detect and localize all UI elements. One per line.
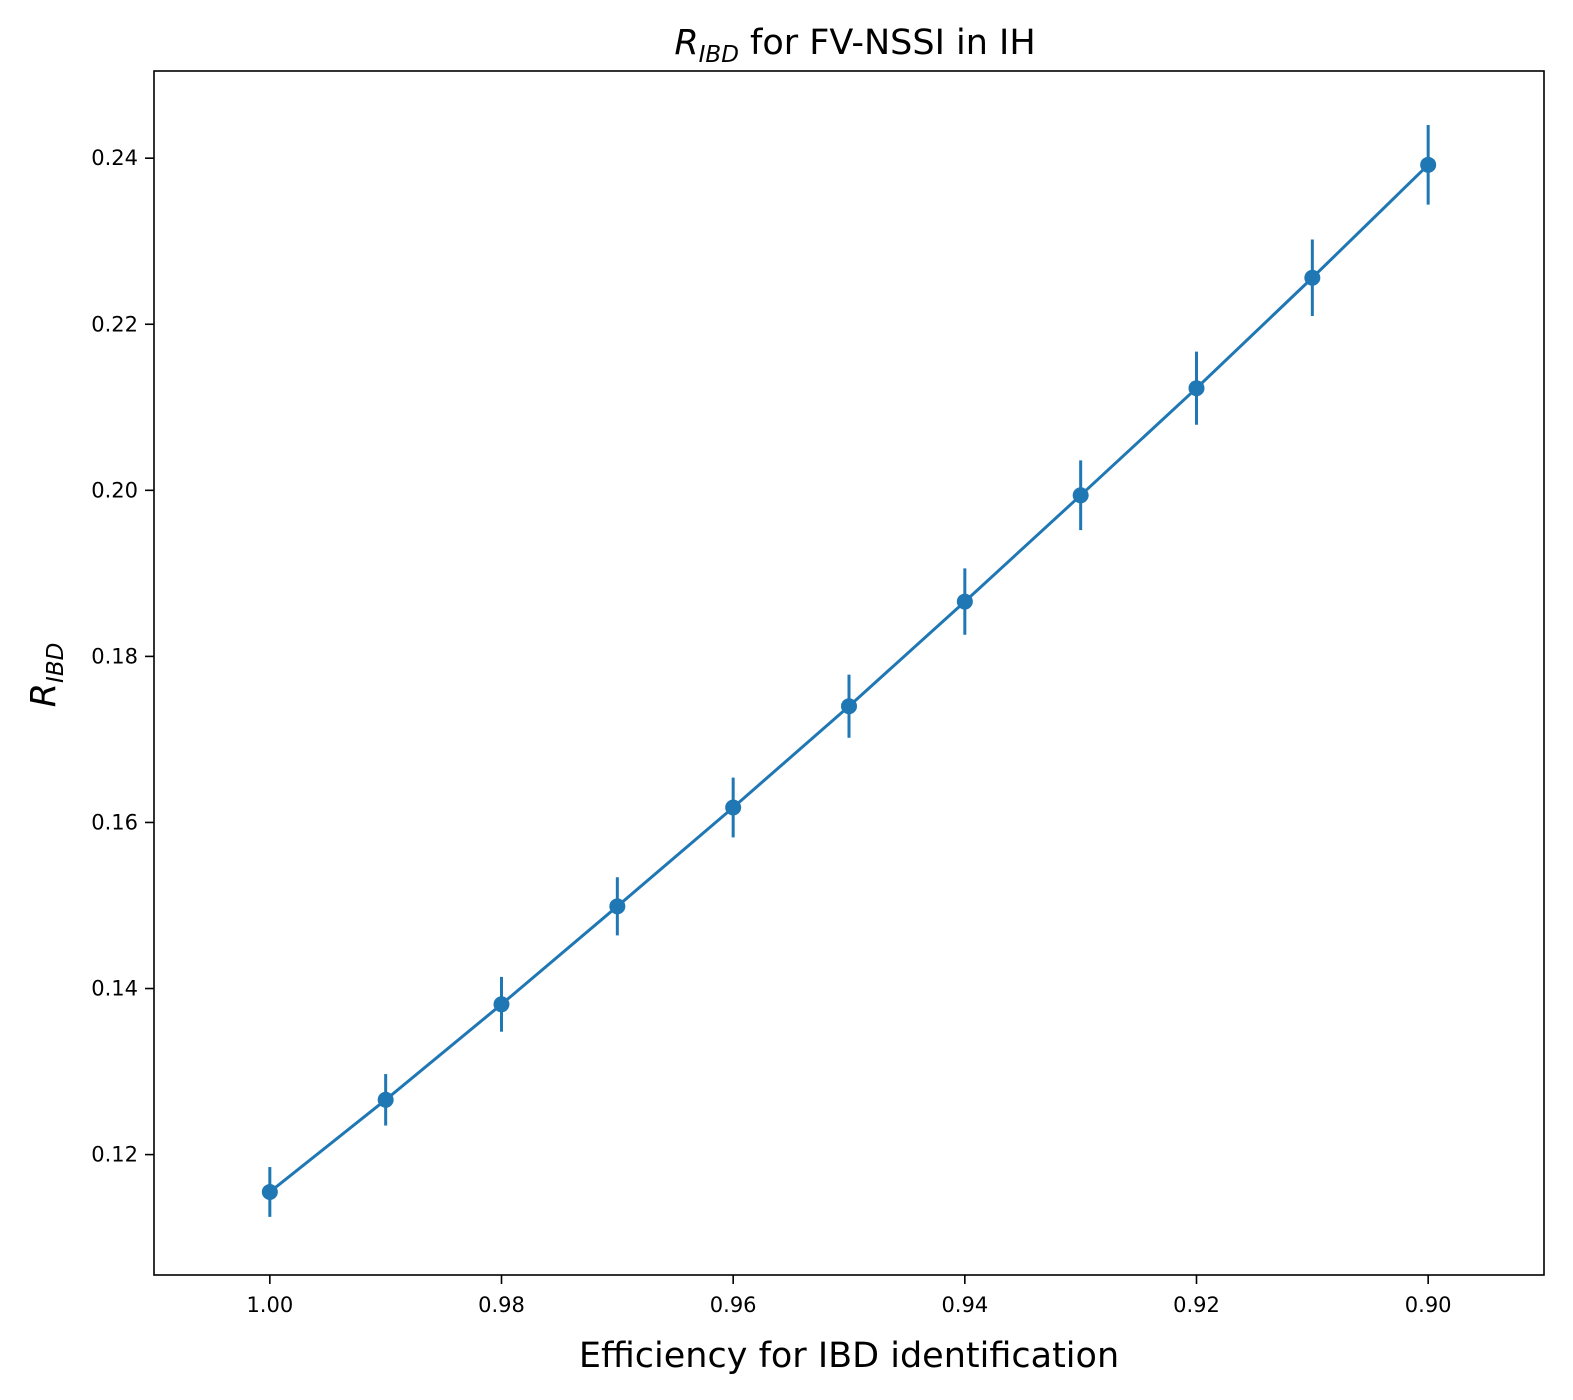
x-axis: 1.00 0.98 0.96 0.94 0.92 0.90	[246, 1275, 1452, 1317]
x-tick-label: 0.96	[710, 1293, 757, 1317]
y-tick-label: 0.22	[91, 312, 138, 336]
data-point	[725, 799, 742, 816]
chart-title-symbol: R	[674, 23, 698, 63]
x-tick-label: 0.92	[1173, 1293, 1220, 1317]
chart-title-subscript: IBD	[699, 42, 739, 68]
data-point	[841, 698, 857, 715]
x-tick-label: 0.90	[1405, 1293, 1452, 1317]
x-tick-label: 0.98	[478, 1293, 525, 1317]
plot-frame	[153, 70, 1545, 1276]
data-point	[261, 1183, 278, 1200]
y-axis-title: RIBD	[24, 643, 69, 708]
y-tick-label: 0.12	[91, 1143, 138, 1167]
data-point	[1072, 487, 1089, 504]
data-point	[377, 1091, 394, 1108]
y-tick-label: 0.18	[91, 644, 138, 668]
y-tick-label: 0.16	[91, 810, 138, 834]
data-point	[609, 898, 626, 915]
data-point	[1420, 156, 1437, 173]
plot-area	[261, 124, 1437, 1217]
data-point	[956, 593, 973, 610]
chart-title: RIBD for FV-NSSI in IH	[674, 23, 1035, 68]
data-point	[1188, 380, 1205, 397]
x-axis-title: Efficiency for IBD identification	[579, 1336, 1119, 1376]
x-tick-label: 0.94	[941, 1293, 988, 1317]
y-tick-label: 0.20	[91, 478, 138, 502]
data-point	[493, 996, 510, 1013]
y-axis: 0.12 0.14 0.16 0.18 0.20 0.22 0.24	[91, 146, 154, 1167]
y-axis-title-subscript: IBD	[43, 643, 69, 683]
x-tick-label: 1.00	[246, 1293, 293, 1317]
y-axis-title-symbol: R	[24, 683, 64, 707]
chart-title-text: for FV-NSSI in IH	[739, 23, 1036, 63]
y-tick-label: 0.14	[91, 977, 138, 1001]
data-point	[1304, 269, 1321, 286]
y-tick-label: 0.24	[91, 146, 138, 170]
